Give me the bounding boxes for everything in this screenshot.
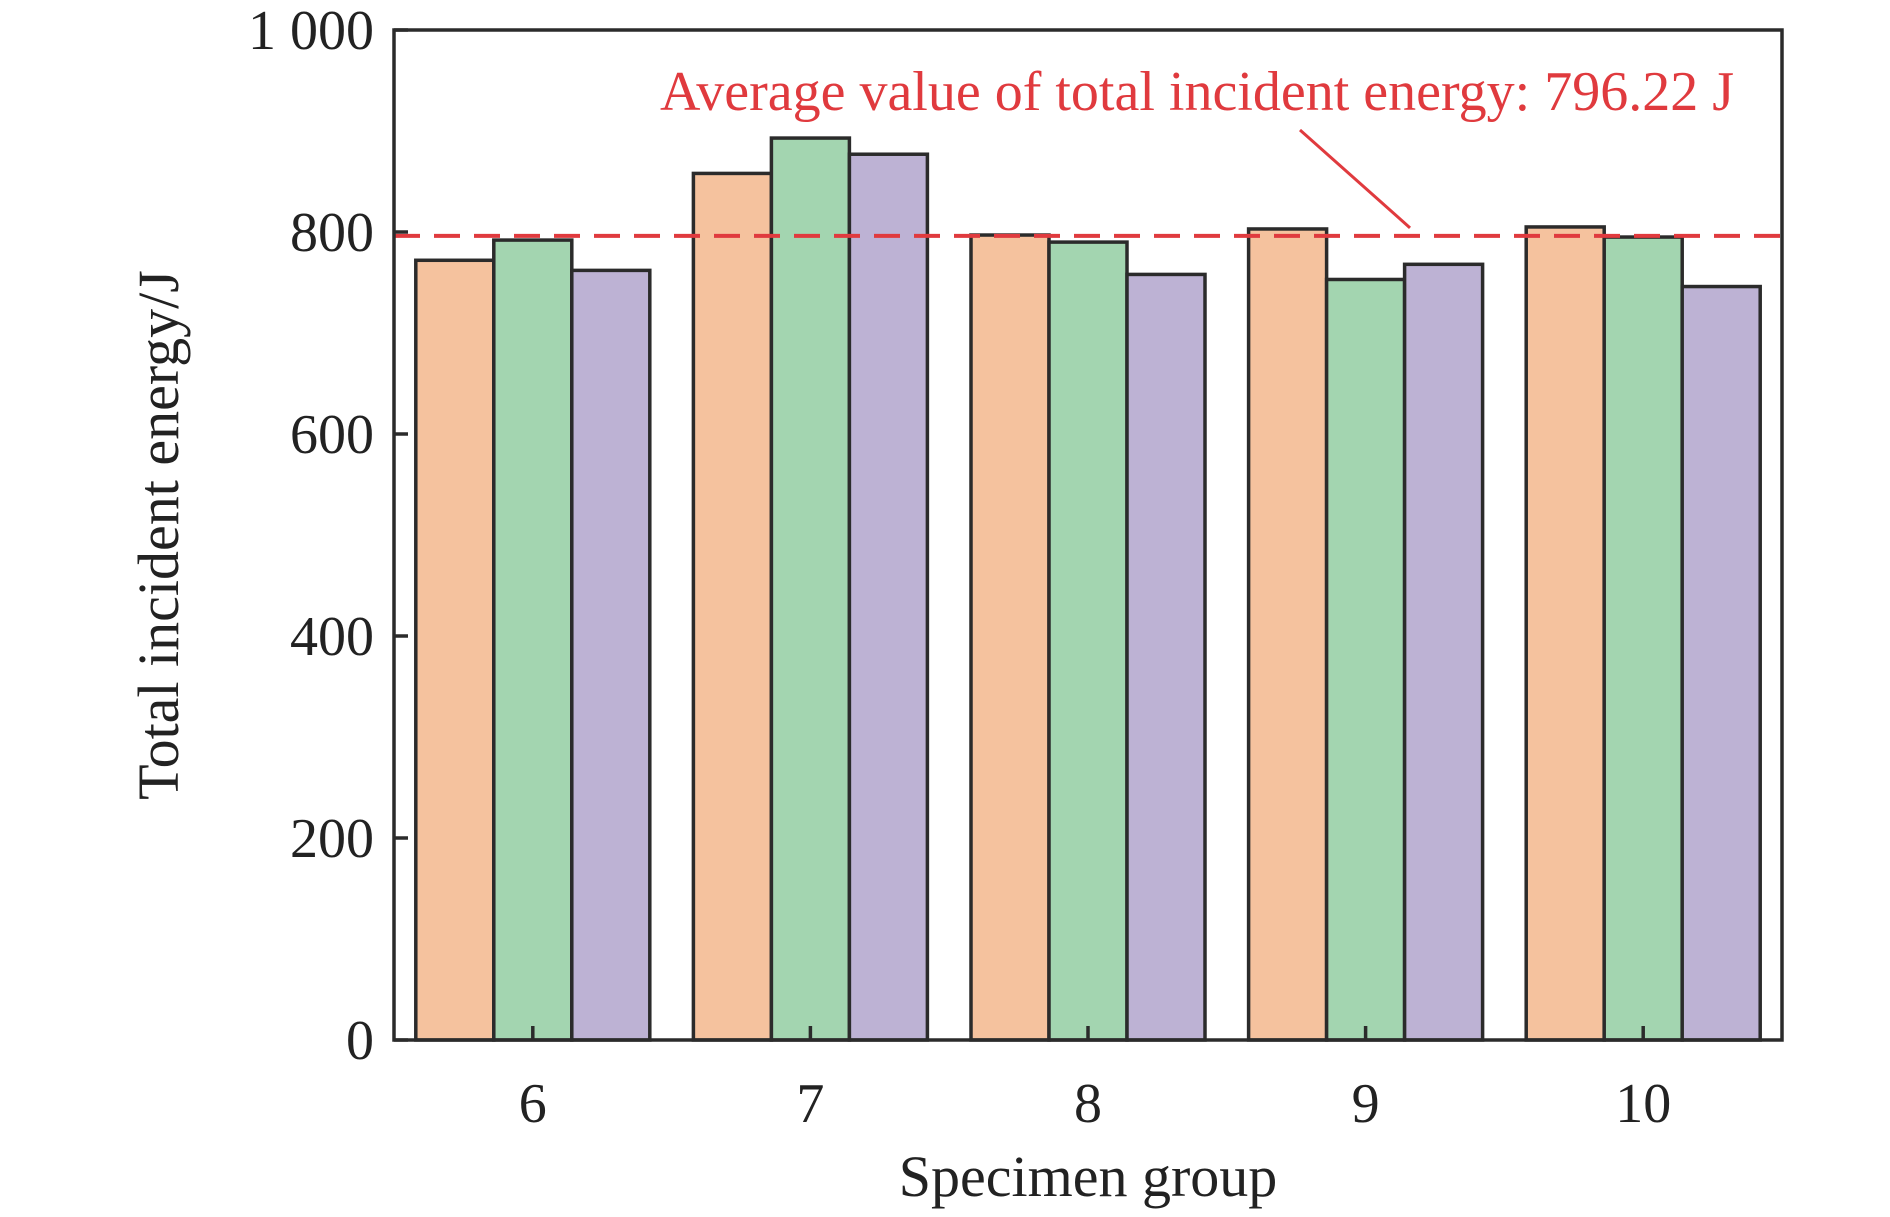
bar-group-8-series-1 xyxy=(969,233,1051,1042)
y-tick-label: 0 xyxy=(346,1010,374,1072)
bar-group-7-series-3 xyxy=(847,152,930,1042)
x-tick-label: 7 xyxy=(796,1073,824,1135)
y-tick-label: 1 000 xyxy=(248,0,374,62)
bar-group-9-series-3 xyxy=(1402,262,1485,1042)
bar-group-8-series-2 xyxy=(1047,240,1129,1042)
y-tick-label: 400 xyxy=(290,606,374,668)
bar-group-9-series-1 xyxy=(1246,227,1329,1042)
x-tick-label: 9 xyxy=(1352,1073,1380,1135)
annotation-pointer-line xyxy=(1299,128,1411,229)
y-tick-label: 800 xyxy=(290,202,374,264)
bar-group-8-series-3 xyxy=(1125,272,1207,1042)
y-axis-title: Total incident energy/J xyxy=(126,270,191,800)
bar-group-9-series-2 xyxy=(1324,277,1407,1042)
y-tick-label: 200 xyxy=(290,808,374,870)
x-tick-label: 8 xyxy=(1074,1073,1102,1135)
bar-group-10-series-1 xyxy=(1524,225,1606,1042)
average-annotation-label: Average value of total incident energy: … xyxy=(660,61,1734,123)
bar-group-7-series-1 xyxy=(691,171,774,1042)
bar-group-7-series-2 xyxy=(769,136,852,1042)
bar-group-10-series-3 xyxy=(1680,284,1762,1042)
bar-group-10-series-2 xyxy=(1602,235,1684,1042)
x-axis: 6 7 8 9 10 xyxy=(519,1026,1671,1135)
bars-layer xyxy=(414,136,1762,1042)
bar-group-6-series-2 xyxy=(492,238,574,1042)
bar-group-6-series-1 xyxy=(414,258,496,1042)
y-axis: 0 200 400 600 800 1 000 xyxy=(248,0,408,1072)
bar-group-6-series-3 xyxy=(570,268,652,1042)
x-tick-label: 6 xyxy=(519,1073,547,1135)
x-axis-title: Specimen group xyxy=(899,1144,1278,1209)
y-tick-label: 600 xyxy=(290,404,374,466)
x-tick-label: 10 xyxy=(1615,1073,1671,1135)
